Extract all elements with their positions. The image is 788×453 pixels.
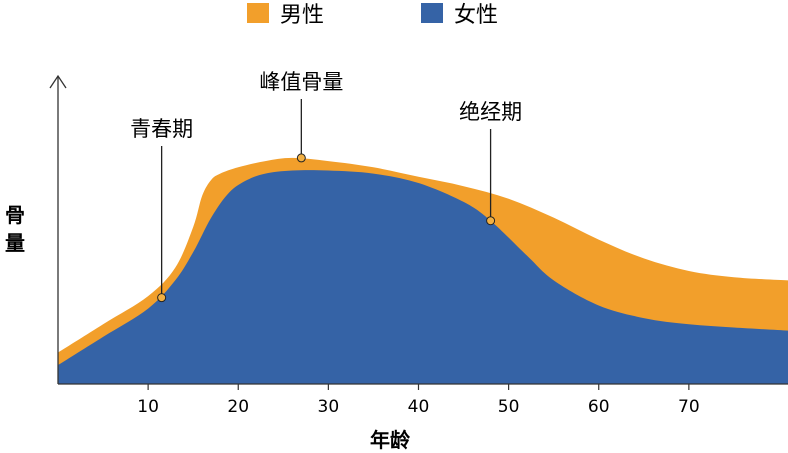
annotation-point-marker [157,293,167,303]
x-tick-label: 10 [137,397,159,417]
legend-label-male: 男性 [280,3,324,28]
series-area-female [58,170,788,384]
y-axis-title: 骨量 [5,203,25,255]
x-axis-title: 年龄 [370,428,411,452]
x-axis-ticks: 10 20 30 40 50 60 70 [137,384,700,417]
x-tick-label: 50 [498,397,520,417]
x-tick-label: 20 [227,397,249,417]
legend: 男性 女性 [247,3,498,28]
axes [49,74,788,385]
annotation-label: 青春期 [130,117,193,141]
annotation-label: 峰值骨量 [259,70,343,94]
legend-swatch-female [421,3,443,23]
annotation-point-marker [296,153,306,163]
x-tick-label: 70 [678,397,700,417]
y-axis-arrow-icon [49,74,67,89]
annotation-point-marker [486,216,496,226]
x-tick-label: 60 [588,397,610,417]
legend-label-female: 女性 [454,3,498,28]
x-tick-label: 30 [318,397,340,417]
x-tick-label: 40 [408,397,430,417]
annotation-label: 绝经期 [459,100,522,124]
legend-swatch-male [247,3,269,23]
